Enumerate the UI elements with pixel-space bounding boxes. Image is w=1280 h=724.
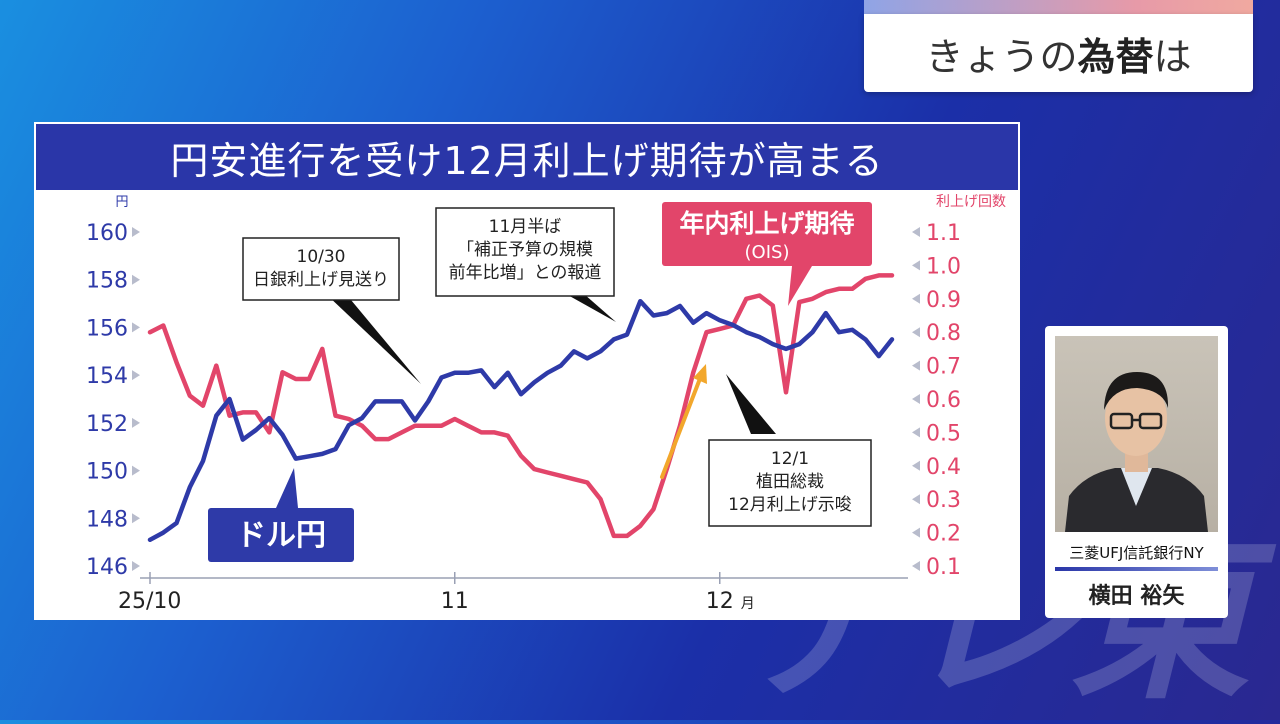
speaker-name: 横田 裕矢 <box>1088 584 1185 609</box>
callout-ueda-line: 植田総裁 <box>756 472 824 492</box>
right-tick-label: 0.6 <box>926 388 961 413</box>
left-tick-mark <box>132 227 140 237</box>
affiliation-underline <box>1055 567 1218 571</box>
callout-ueda-line: 12/1 <box>771 449 809 469</box>
left-tick-label: 150 <box>86 460 128 485</box>
x-tick-suffix: 月 <box>741 596 755 612</box>
callout-pointer-ueda <box>726 374 776 434</box>
x-tick-label: 12 <box>706 589 734 614</box>
header-decoration-stripe <box>864 0 1253 14</box>
x-tick-label: 11 <box>441 589 469 614</box>
right-tick-label: 1.0 <box>926 254 961 279</box>
ois-label-pointer <box>788 266 812 306</box>
right-tick-label: 0.9 <box>926 288 961 313</box>
ois-series-line <box>147 273 895 539</box>
chart-panel: 円 利上げ回数 146 148 150 152 154 156 158 160 0.1 0.2 0.3 0… <box>34 122 1020 620</box>
right-tick-mark <box>912 227 920 237</box>
speaker-photo <box>1055 336 1218 532</box>
left-tick-label: 158 <box>86 269 128 294</box>
right-tick-label: 1.1 <box>926 221 961 246</box>
callout-pointer-boj <box>326 294 421 384</box>
right-tick-mark <box>912 260 920 271</box>
topic-suffix: は <box>1153 34 1192 79</box>
right-tick-label: 0.1 <box>926 555 961 580</box>
right-tick-mark <box>912 494 920 505</box>
right-tick-label: 0.3 <box>926 488 961 513</box>
left-tick-mark <box>132 465 140 476</box>
ois-series-sublabel: (OIS) <box>745 242 790 263</box>
callout-budget-line: 11月半ば <box>489 217 562 237</box>
left-tick-label: 152 <box>86 412 128 437</box>
topic-strong: 為替 <box>1077 34 1154 79</box>
right-tick-mark <box>912 360 920 371</box>
usdjpy-series-line <box>147 298 895 543</box>
callout-pointer-budget <box>566 294 616 322</box>
right-tick-label: 0.8 <box>926 321 961 346</box>
left-tick-label: 160 <box>86 221 128 246</box>
chart-layer-marks: 円 利上げ回数 146 148 150 152 154 156 158 160 0.1 0.2 0.3 0… <box>86 194 1006 614</box>
callout-boj-box <box>242 237 400 301</box>
right-tick-mark <box>912 561 920 571</box>
left-axis-unit: 円 <box>115 195 128 210</box>
chart-svg: 円 利上げ回数 146 148 150 152 154 156 158 160 0.1 0.2 0.3 0… <box>86 194 1006 614</box>
usdjpy-label-box <box>208 508 354 562</box>
right-tick-label: 0.5 <box>926 421 961 446</box>
left-tick-label: 148 <box>86 507 128 532</box>
callout-boj-line: 日銀利上げ見送り <box>253 270 389 290</box>
right-tick-label: 0.4 <box>926 455 961 480</box>
right-tick-mark <box>912 460 920 471</box>
callout-boj-line: 10/30 <box>297 247 346 267</box>
right-tick-mark <box>912 527 920 538</box>
speaker-portrait-icon <box>1065 372 1208 532</box>
left-tick-label: 156 <box>86 316 128 341</box>
right-tick-mark <box>912 394 920 404</box>
right-tick-mark <box>912 293 920 304</box>
callout-budget-line: 前年比増」との報道 <box>449 263 602 283</box>
right-tick-mark <box>912 327 920 338</box>
left-tick-mark <box>132 561 140 571</box>
left-tick-mark <box>132 370 140 381</box>
left-tick-mark <box>132 322 140 333</box>
speaker-card: 三菱UFJ信託銀行NY 横田 裕矢 <box>1045 326 1228 618</box>
speaker-affiliation: 三菱UFJ信託銀行NY <box>1069 544 1204 562</box>
trend-arrow-head <box>693 364 707 384</box>
right-tick-mark <box>912 427 920 438</box>
callout-ueda-box <box>708 439 872 527</box>
ois-series-label: 年内利上げ期待 <box>679 209 854 238</box>
topic-banner: きょうの 為替は <box>864 14 1253 92</box>
callout-budget-line: 「補正予算の規模 <box>457 240 593 260</box>
right-axis-unit: 利上げ回数 <box>936 194 1006 210</box>
left-tick-mark <box>132 513 140 524</box>
right-tick-label: 0.7 <box>926 355 961 380</box>
right-tick-label: 0.2 <box>926 522 961 547</box>
callout-ueda-line: 12月利上げ示唆 <box>728 495 852 515</box>
chart-title: 円安進行を受け12月利上げ期待が高まる <box>36 124 1018 190</box>
usdjpy-series-label: ドル円 <box>236 518 326 553</box>
usdjpy-label-pointer <box>276 468 298 508</box>
left-tick-mark <box>132 417 140 428</box>
ois-label-box <box>662 202 872 266</box>
topic-prefix: きょうの <box>925 34 1078 79</box>
trend-arrow-shaft <box>660 374 703 479</box>
left-tick-mark <box>132 274 140 285</box>
x-tick-label: 25/10 <box>118 589 181 614</box>
callout-budget-box <box>435 207 615 297</box>
left-tick-label: 146 <box>86 555 128 580</box>
left-tick-label: 154 <box>86 364 128 389</box>
